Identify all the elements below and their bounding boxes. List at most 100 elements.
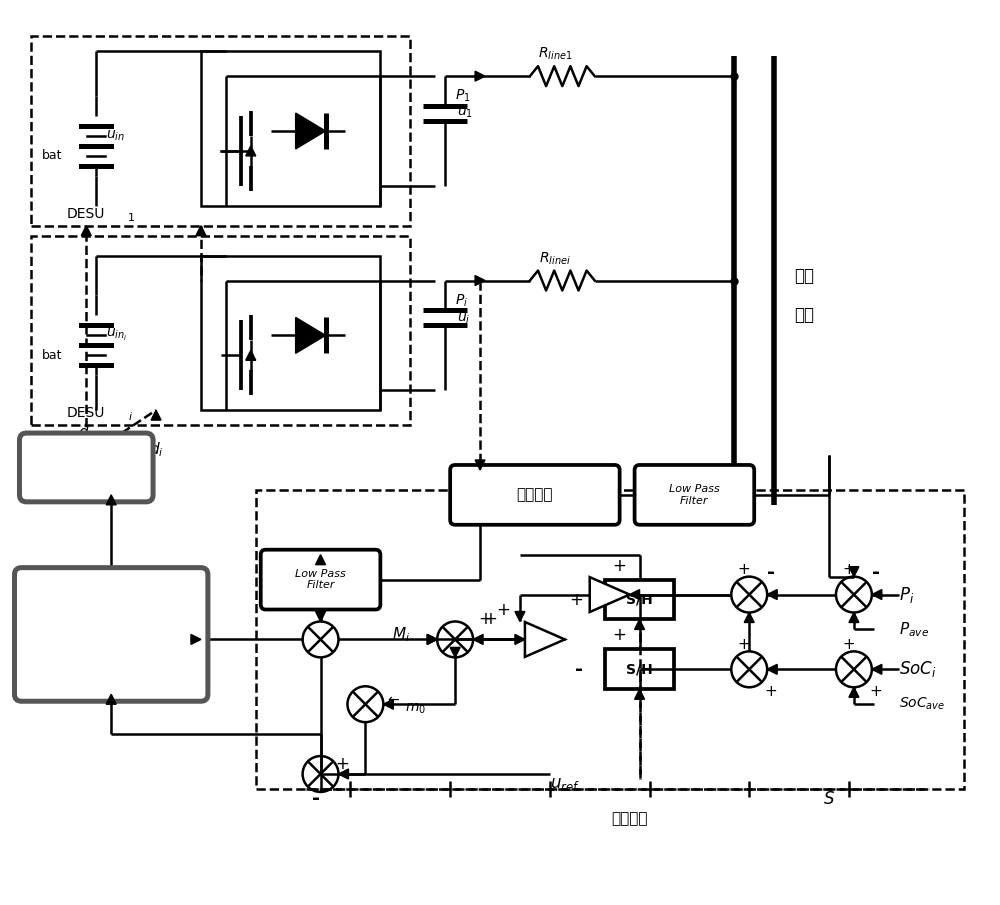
Text: DESU: DESU: [66, 206, 105, 221]
Polygon shape: [450, 647, 460, 657]
Polygon shape: [316, 555, 326, 565]
Text: S/H: S/H: [626, 662, 653, 676]
Text: 电压电流双: 电压电流双: [90, 617, 132, 632]
Text: $u_{ref}$: $u_{ref}$: [550, 775, 580, 793]
Text: -: -: [872, 563, 880, 582]
Bar: [605, 579, 674, 620]
Text: $u_{in_i}$: $u_{in_i}$: [106, 328, 128, 343]
Text: $\times$: $\times$: [307, 596, 320, 612]
Polygon shape: [427, 634, 437, 644]
Polygon shape: [849, 613, 859, 623]
Text: DESU: DESU: [66, 406, 105, 420]
Polygon shape: [525, 622, 565, 657]
Text: $SoC_{ave}$: $SoC_{ave}$: [899, 696, 945, 712]
Polygon shape: [849, 687, 859, 697]
Polygon shape: [246, 350, 256, 360]
Bar: [31, 36, 410, 225]
FancyBboxPatch shape: [19, 433, 153, 502]
Text: +: +: [478, 611, 492, 628]
Text: $m_0$: $m_0$: [405, 702, 426, 717]
Polygon shape: [106, 694, 116, 704]
Text: 直流: 直流: [794, 267, 814, 284]
FancyBboxPatch shape: [261, 549, 380, 609]
FancyBboxPatch shape: [14, 567, 208, 701]
Text: S/H: S/H: [626, 593, 653, 606]
Polygon shape: [191, 634, 201, 644]
Text: 功率计算: 功率计算: [517, 488, 553, 502]
Polygon shape: [635, 620, 645, 630]
Text: $d_i$: $d_i$: [149, 441, 163, 460]
Text: $u_{in}$: $u_{in}$: [106, 129, 125, 143]
Text: i: i: [128, 412, 131, 422]
FancyBboxPatch shape: [450, 465, 620, 525]
Text: $\leftarrow$: $\leftarrow$: [385, 692, 401, 706]
Polygon shape: [196, 225, 206, 235]
Polygon shape: [744, 613, 754, 623]
Text: 母线: 母线: [794, 307, 814, 324]
Text: Low Pass
Filter: Low Pass Filter: [669, 484, 720, 506]
Text: $m_p$: $m_p$: [592, 582, 611, 597]
Text: $d_1$: $d_1$: [78, 424, 95, 443]
Polygon shape: [475, 71, 485, 81]
Text: -: -: [312, 789, 320, 808]
Text: +: +: [765, 684, 778, 699]
Text: +: +: [843, 637, 855, 652]
Text: $P_1$: $P_1$: [455, 88, 471, 104]
Polygon shape: [338, 769, 348, 779]
Text: $R_{line1}$: $R_{line1}$: [538, 46, 572, 62]
Text: $R_{linei}$: $R_{linei}$: [539, 251, 571, 267]
Polygon shape: [475, 460, 485, 470]
Polygon shape: [515, 612, 525, 622]
Text: $S$: $S$: [823, 790, 835, 808]
Polygon shape: [296, 318, 326, 353]
Polygon shape: [872, 589, 882, 599]
Text: +: +: [569, 591, 583, 608]
Polygon shape: [635, 690, 645, 700]
Text: Low Pass
Filter: Low Pass Filter: [295, 569, 346, 590]
Bar: [605, 650, 674, 690]
Text: $m_s$: $m_s$: [531, 628, 549, 641]
Text: +: +: [843, 562, 855, 577]
Text: +: +: [613, 557, 627, 575]
Polygon shape: [515, 634, 525, 644]
Polygon shape: [383, 700, 393, 710]
Polygon shape: [106, 495, 116, 505]
Text: $SoC_i$: $SoC_i$: [899, 660, 936, 680]
Text: +: +: [496, 601, 510, 618]
Text: $P_i$: $P_i$: [899, 585, 914, 605]
Polygon shape: [296, 113, 326, 149]
Text: 1: 1: [128, 213, 135, 223]
Text: bat: bat: [41, 149, 62, 162]
Text: -: -: [767, 563, 775, 582]
Polygon shape: [849, 567, 859, 576]
Text: -: -: [575, 660, 583, 679]
Text: +: +: [738, 562, 751, 577]
Text: bat: bat: [41, 348, 62, 362]
Polygon shape: [246, 146, 256, 156]
Polygon shape: [630, 589, 640, 599]
Text: +: +: [869, 684, 882, 699]
Polygon shape: [473, 634, 483, 644]
Bar: [31, 235, 410, 425]
Text: $P_i$: $P_i$: [455, 292, 468, 309]
Text: 环控制: 环控制: [99, 647, 124, 662]
Polygon shape: [767, 589, 777, 599]
Bar: [256, 490, 964, 789]
Text: +: +: [738, 637, 751, 652]
Text: +: +: [336, 755, 349, 773]
Text: $u_1$: $u_1$: [457, 106, 473, 120]
FancyBboxPatch shape: [635, 465, 754, 525]
Polygon shape: [151, 410, 161, 420]
Polygon shape: [81, 225, 91, 235]
Text: +: +: [483, 611, 497, 628]
Polygon shape: [767, 664, 777, 674]
Bar: [201, 52, 380, 205]
Text: $M_i$: $M_i$: [392, 625, 410, 643]
Polygon shape: [872, 664, 882, 674]
Text: +: +: [613, 626, 627, 644]
Polygon shape: [590, 577, 630, 612]
Polygon shape: [475, 275, 485, 285]
Text: $P_{ave}$: $P_{ave}$: [899, 620, 929, 639]
Text: 同步信号: 同步信号: [611, 812, 648, 826]
Text: PWM: PWM: [63, 459, 110, 476]
